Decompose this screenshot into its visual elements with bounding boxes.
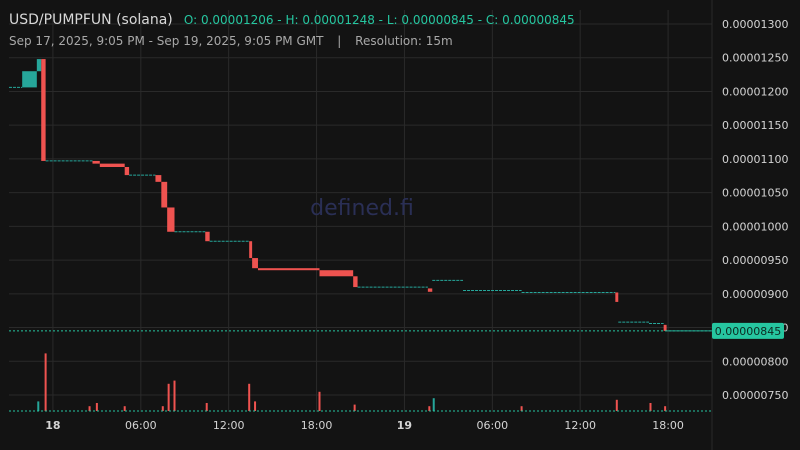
volume-bar <box>173 380 176 411</box>
volume-bar <box>428 406 431 411</box>
price-candle <box>124 167 130 176</box>
volume-bar <box>432 398 435 411</box>
price-candle <box>22 71 37 88</box>
x-tick-label: 12:00 <box>213 419 245 432</box>
price-candle <box>427 288 433 292</box>
price-candle <box>615 292 619 302</box>
x-tick-label: 12:00 <box>564 419 596 432</box>
volume-bar <box>353 404 356 411</box>
y-axis: 0.00001300 0.00001250 0.00001200 0.00001150… <box>722 18 788 402</box>
price-candle <box>353 276 358 288</box>
price-candle <box>252 258 258 269</box>
header-separator: | <box>337 34 341 48</box>
volume-bar <box>88 406 91 411</box>
last-price-tag-bg <box>712 322 784 339</box>
volume-bar <box>95 403 98 411</box>
volume-bar <box>664 406 667 411</box>
y-tick-label: 0.00001300 <box>722 18 788 31</box>
price-candle <box>205 231 210 242</box>
volume-bar <box>44 353 47 411</box>
header-line-1: USD/PUMPFUN (solana) O: 0.00001206 - H: … <box>9 9 575 28</box>
y-tick-label: 0.00000800 <box>722 355 788 368</box>
price-candle <box>249 241 253 259</box>
y-tick-label: 0.00000950 <box>722 254 788 267</box>
symbol-title: USD/PUMPFUN (solana) <box>9 12 173 28</box>
y-tick-label: 0.00001100 <box>722 153 788 166</box>
volume-bar <box>649 403 652 411</box>
resolution-label: Resolution: 15m <box>355 34 453 48</box>
x-tick-label: 06:00 <box>125 419 157 432</box>
last-price-tag-label: 0.00000845 <box>715 325 781 338</box>
date-range: Sep 17, 2025, 9:05 PM - Sep 19, 2025, 9:… <box>9 34 324 48</box>
y-tick-label: 0.00000900 <box>722 288 788 301</box>
price-candle <box>319 270 354 277</box>
price-candle <box>99 163 125 168</box>
price-candle <box>161 181 168 208</box>
volume-bar <box>167 383 170 411</box>
x-tick-label: 18:00 <box>301 419 333 432</box>
x-axis: 18 06:00 12:00 18:00 19 06:00 12:00 18:00 <box>45 419 684 432</box>
y-tick-label: 0.00001200 <box>722 85 788 98</box>
y-tick-label: 0.00001250 <box>722 52 788 65</box>
y-tick-label: 0.00001150 <box>722 119 788 132</box>
volume-bar <box>615 399 618 411</box>
price-candle <box>41 59 46 161</box>
volume-bar <box>205 403 208 411</box>
ohlc-values: O: 0.00001206 - H: 0.00001248 - L: 0.000… <box>184 13 575 27</box>
price-candle <box>257 268 320 271</box>
volume-layer <box>37 353 667 411</box>
volume-bar <box>318 391 321 411</box>
volume-bar <box>37 401 40 411</box>
chart-header: USD/PUMPFUN (solana) O: 0.00001206 - H: … <box>9 9 575 48</box>
price-candle <box>155 175 162 182</box>
y-tick-label: 0.00000750 <box>722 389 788 402</box>
price-candle <box>92 160 100 164</box>
grid-layer <box>9 0 713 450</box>
price-candle <box>167 207 175 232</box>
x-tick-label: 18:00 <box>652 419 684 432</box>
x-tick-label: 19 <box>397 419 412 432</box>
volume-bar <box>520 406 523 411</box>
y-tick-label: 0.00001050 <box>722 187 788 200</box>
x-tick-label: 18 <box>45 419 60 432</box>
y-tick-label: 0.00001000 <box>722 220 788 233</box>
price-candle <box>36 59 42 72</box>
volume-bar <box>123 406 126 411</box>
last-price-tag: 0.00000845 <box>712 322 784 339</box>
price-candle <box>663 324 667 331</box>
volume-bar <box>248 383 251 411</box>
volume-bar <box>254 401 257 411</box>
x-tick-label: 06:00 <box>476 419 508 432</box>
price-layer <box>9 59 712 332</box>
watermark: defined.fi <box>310 196 414 221</box>
header-line-2: Sep 17, 2025, 9:05 PM - Sep 19, 2025, 9:… <box>9 34 453 48</box>
volume-bar <box>161 406 164 411</box>
